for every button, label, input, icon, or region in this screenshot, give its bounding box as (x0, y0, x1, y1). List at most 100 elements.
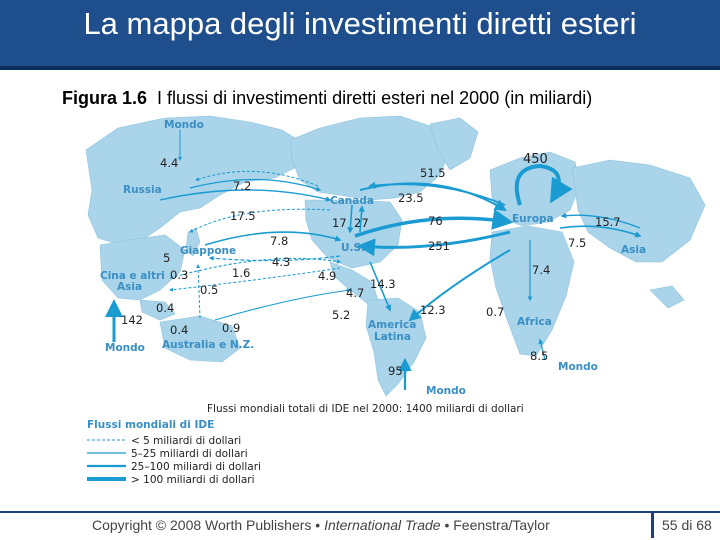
land-south-america (365, 297, 427, 397)
footer-sep-2: • (444, 517, 450, 533)
flow-canada-russia (195, 170, 319, 187)
label-europa: Europa (512, 213, 554, 225)
legend-item-5-25: 5–25 miliardi di dollari (131, 448, 248, 460)
flow-canada-us (347, 204, 354, 234)
land-australia (159, 315, 241, 363)
legend-item-25-100: 25–100 miliardi di dollari (131, 461, 261, 473)
label-us: U.S. (341, 242, 365, 254)
footer-divider (0, 511, 720, 513)
value-12-3: 12.3 (420, 303, 446, 317)
flow-europe-loop (514, 163, 573, 206)
land-right-island (649, 285, 685, 309)
flow-us-europe (354, 209, 514, 238)
page-separator (651, 512, 654, 538)
land-africa (489, 225, 575, 357)
value-15-7: 15.7 (595, 215, 621, 229)
flow-europe-us (357, 230, 511, 257)
label-america-1: America (368, 319, 416, 331)
label-america-2: Latina (374, 331, 411, 343)
flow-europe-latin (408, 249, 511, 322)
value-0-9: 0.9 (222, 321, 240, 335)
region-labels: Mondo Russia Canada Europa Asia Giappone… (100, 119, 646, 397)
land-asia-right (571, 159, 706, 263)
value-51-5: 51.5 (420, 166, 446, 180)
land-canada (289, 115, 451, 201)
label-canada: Canada (330, 195, 374, 207)
label-mondo-bottom: Mondo (426, 385, 466, 397)
label-giappone: Giappone (180, 245, 236, 257)
flow-china-us (169, 257, 342, 279)
value-4-3: 4.3 (272, 255, 290, 269)
value-7-8: 7.8 (270, 234, 288, 248)
flow-us-china (169, 267, 341, 292)
value-95: 95 (388, 364, 403, 378)
flow-us-latin (369, 261, 392, 312)
land-greenland (429, 117, 479, 171)
legend: Flussi mondiali di IDE < 5 miliardi di d… (87, 419, 261, 486)
flow-us-japan (208, 255, 341, 262)
value-8-5: 8.5 (530, 349, 548, 363)
value-7-5: 7.5 (568, 236, 586, 250)
flow-europe-canada (368, 181, 506, 206)
value-251: 251 (428, 239, 450, 253)
value-0-7: 0.7 (486, 305, 504, 319)
value-0-3: 0.3 (170, 268, 188, 282)
flow-us-canada (358, 205, 365, 233)
page-number: 55 di 68 (662, 517, 712, 533)
flow-russia-canada (189, 178, 322, 192)
flow-europe-asia (559, 225, 642, 238)
world-land (85, 115, 706, 397)
flow-australia-us (214, 288, 352, 321)
total-flows-label: Flussi mondiali totali di IDE nel 2000: … (207, 403, 524, 415)
value-4-7: 4.7 (346, 286, 364, 300)
footer-book: International Trade (324, 517, 441, 533)
value-5: 5 (163, 251, 170, 265)
value-4-9: 4.9 (318, 269, 336, 283)
value-1-6: 1.6 (232, 266, 250, 280)
land-se-asia (139, 299, 176, 321)
value-76: 76 (428, 214, 443, 228)
label-asia: Asia (621, 244, 646, 256)
label-mondo-top: Mondo (164, 119, 204, 131)
value-0-5: 0.5 (200, 283, 218, 297)
value-0-4b: 0.4 (170, 323, 188, 337)
legend-title: Flussi mondiali di IDE (87, 419, 214, 431)
value-0-4a: 0.4 (156, 301, 174, 315)
label-africa: Africa (517, 316, 552, 328)
legend-item-gt100: > 100 miliardi di dollari (131, 474, 255, 486)
flow-japan-us (204, 231, 342, 246)
flow-canada-asia (189, 208, 331, 233)
flow-asia-canada (159, 189, 332, 202)
value-17: 17 (332, 216, 347, 230)
title-bar: La mappa degli investimenti diretti este… (0, 0, 720, 70)
legend-item-lt5: < 5 miliardi di dollari (131, 435, 241, 447)
footer-authors: Feenstra/Taylor (453, 517, 550, 533)
slide-title: La mappa degli investimenti diretti este… (83, 6, 637, 41)
value-5-2: 5.2 (332, 308, 350, 322)
flow-asia-europe (560, 212, 641, 229)
value-27: 27 (354, 216, 369, 230)
value-17-5: 17.5 (230, 209, 256, 223)
value-23-5: 23.5 (398, 191, 424, 205)
label-cina-2: Asia (117, 281, 142, 293)
flow-canada-europe (359, 182, 507, 212)
flow-world-africa (538, 338, 546, 361)
flow-lines (105, 130, 642, 390)
label-mondo-right: Mondo (558, 361, 598, 373)
label-mondo-left: Mondo (105, 342, 145, 354)
figure-label: Figura 1.6 (62, 88, 148, 108)
label-australia: Australia e N.Z. (162, 339, 254, 351)
flow-australia-japan (196, 264, 201, 319)
label-cina-1: Cina e altri (100, 270, 165, 282)
footer-copyright: Copyright © 2008 Worth Publishers • Inte… (92, 517, 550, 533)
figure-title: I flussi di investimenti diretti esteri … (157, 88, 593, 108)
figure-caption: Figura 1.6 I flussi di investimenti dire… (62, 88, 592, 109)
value-142: 142 (121, 313, 143, 327)
land-china-asia (99, 234, 186, 301)
footer-sep-1: • (315, 517, 321, 533)
value-450: 450 (523, 152, 548, 167)
land-japan (185, 227, 201, 257)
label-russia: Russia (123, 184, 162, 196)
footer-copyright-text: Copyright © 2008 Worth Publishers (92, 517, 312, 533)
fdi-flow-map: Mondo Russia Canada Europa Asia Giappone… (85, 115, 706, 486)
